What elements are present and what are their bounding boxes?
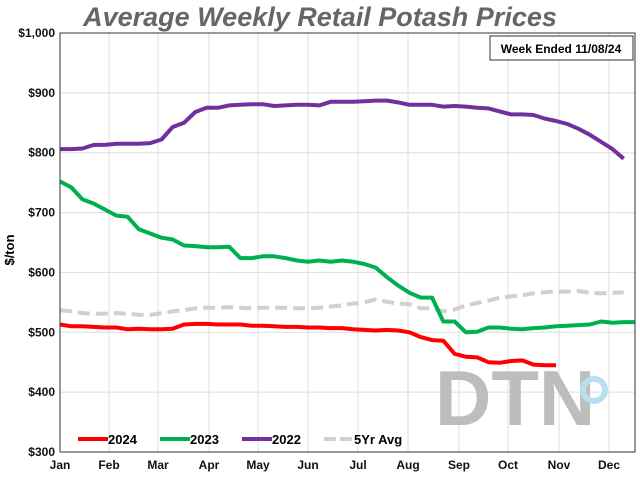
series-line-5yr-avg [59,289,624,317]
x-tick-label: Sep [448,458,470,472]
series-line-2023 [59,179,635,335]
x-tick-label: Mar [147,458,169,472]
x-tick-label: Jun [297,458,318,472]
series-line-2022 [60,98,626,161]
y-tick-label: $700 [28,206,55,220]
x-tick-label: Nov [548,458,571,472]
chart-title: Average Weekly Retail Potash Prices [83,2,557,32]
x-tick-label: Jul [349,458,366,472]
x-tick-label: Feb [98,458,119,472]
y-tick-label: $500 [28,325,55,339]
y-tick-label: $600 [28,265,55,279]
legend-label: 5Yr Avg [354,432,402,447]
x-tick-label: Apr [199,458,220,472]
x-tick-label: Aug [396,458,419,472]
y-tick-label: $300 [28,445,55,459]
plot-frame [59,32,636,453]
x-tick-label: Jan [50,458,71,472]
legend-label: 2023 [190,432,219,447]
dtn-logo-ring [580,376,608,404]
y-axis-label: $/ton [2,234,17,265]
y-tick-label: $1,000 [18,26,55,40]
week-ended-box [489,35,634,61]
x-tick-label: Dec [598,458,620,472]
x-tick-label: May [246,458,270,472]
x-tick-label: Oct [498,458,518,472]
y-tick-label: $400 [28,385,55,399]
legend-label: 2024 [108,432,138,447]
legend-label: 2022 [272,432,301,447]
week-ended-label: Week Ended 11/08/24 [501,42,622,56]
dtn-watermark: DTN [435,354,595,442]
y-tick-label: $800 [28,146,55,160]
y-tick-label: $900 [28,86,55,100]
series-line-2024 [59,321,557,368]
